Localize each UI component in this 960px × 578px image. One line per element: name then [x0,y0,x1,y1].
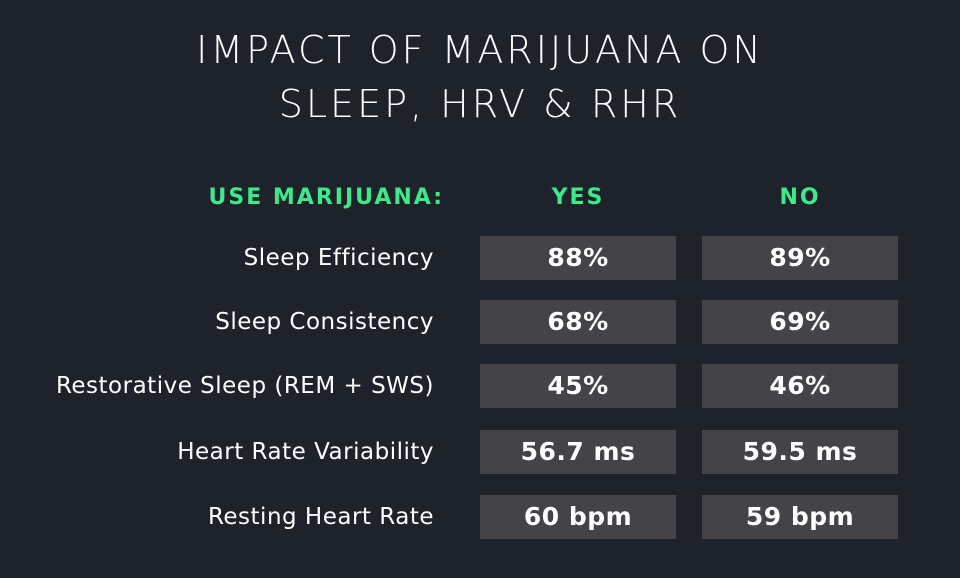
row-label-restorative-sleep: Restorative Sleep (REM + SWS) [55,373,434,399]
cell-restorative-sleep-yes: 45% [480,364,676,408]
cell-sleep-efficiency-no: 89% [702,236,898,280]
header-no: NO [779,185,821,210]
cell-restorative-sleep-no: 46% [702,364,898,408]
cell-heart-rate-variability-yes: 56.7 ms [480,430,676,474]
cell-resting-heart-rate-yes: 60 bpm [480,495,676,539]
cell-sleep-consistency-yes: 68% [480,300,676,344]
chart-title-line-2: SLEEP, HRV & RHR [278,82,682,126]
row-label-heart-rate-variability: Heart Rate Variability [177,439,434,465]
chart-title-line-1: IMPACT OF MARIJUANA ON [196,28,764,72]
cell-sleep-consistency-no: 69% [702,300,898,344]
cell-resting-heart-rate-no: 59 bpm [702,495,898,539]
cell-sleep-efficiency-yes: 88% [480,236,676,280]
row-label-resting-heart-rate: Resting Heart Rate [207,504,434,530]
row-label-sleep-consistency: Sleep Consistency [215,309,434,335]
header-label: USE MARIJUANA: [208,185,444,210]
header-yes: YES [551,185,605,210]
row-label-sleep-efficiency: Sleep Efficiency [243,245,434,271]
cell-heart-rate-variability-no: 59.5 ms [702,430,898,474]
